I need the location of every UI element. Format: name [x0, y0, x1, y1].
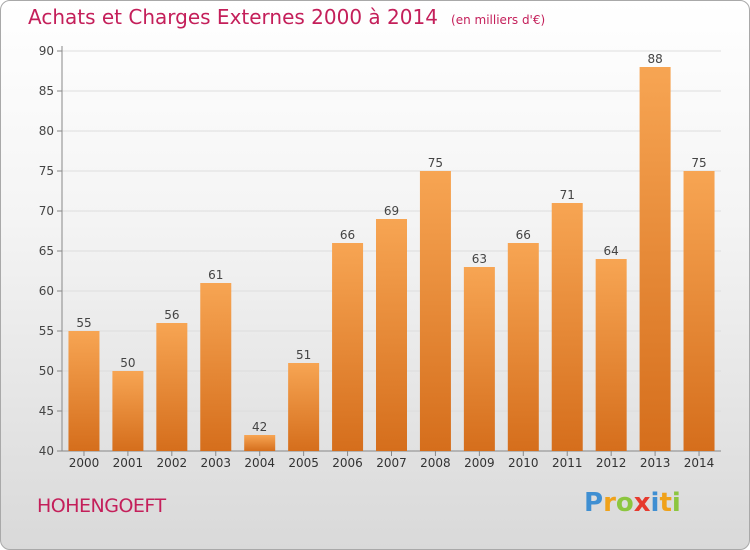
bar-2000 — [68, 331, 100, 451]
data-label: 61 — [208, 268, 223, 282]
logo-letter: r — [603, 488, 616, 518]
logo-letter: t — [659, 488, 672, 518]
y-tick-label: 80 — [39, 124, 54, 138]
chart-title: Achats et Charges Externes 2000 à 2014 — [28, 5, 438, 29]
data-labels: 55 50 56 61 42 51 66 69 75 63 66 71 64 88 75 — [76, 52, 706, 434]
logo-letter: o — [615, 488, 634, 518]
data-label: 42 — [252, 420, 267, 434]
x-tick-label: 2010 — [508, 456, 539, 470]
data-label: 50 — [120, 356, 135, 370]
bar-2013 — [639, 67, 671, 451]
bar-2014 — [683, 171, 715, 451]
y-tick-label: 70 — [39, 204, 54, 218]
data-label: 56 — [164, 308, 179, 322]
data-label: 51 — [296, 348, 311, 362]
logo-letter: P — [584, 488, 604, 518]
x-tick-label: 2006 — [332, 456, 363, 470]
bar-2010 — [507, 243, 539, 451]
data-label: 63 — [472, 252, 487, 266]
y-tick-label: 50 — [39, 364, 54, 378]
data-label: 55 — [76, 316, 91, 330]
data-label: 66 — [340, 228, 355, 242]
x-tick-label: 2005 — [288, 456, 319, 470]
y-tick-label: 85 — [39, 84, 54, 98]
logo-letter: i — [671, 488, 681, 518]
x-tick-label: 2012 — [596, 456, 627, 470]
data-label: 88 — [647, 52, 662, 66]
data-label: 75 — [428, 156, 443, 170]
bar-2011 — [551, 203, 583, 451]
bars — [68, 67, 715, 451]
y-tick-label: 75 — [39, 164, 54, 178]
x-tick-label: 2000 — [69, 456, 100, 470]
data-label: 75 — [691, 156, 706, 170]
x-tick-label: 2001 — [113, 456, 144, 470]
y-tick-label: 45 — [39, 404, 54, 418]
y-tick-label: 55 — [39, 324, 54, 338]
bar-2004 — [244, 435, 276, 451]
bar-2003 — [200, 283, 232, 451]
x-tick-label: 2014 — [684, 456, 715, 470]
bar-2012 — [595, 259, 627, 451]
bar-2009 — [463, 267, 495, 451]
x-tick-label: 2002 — [157, 456, 188, 470]
data-label: 66 — [516, 228, 531, 242]
bar-2007 — [376, 219, 407, 451]
chart-header: Achats et Charges Externes 2000 à 2014 (… — [28, 5, 545, 29]
chart-unit: (en milliers d'€) — [451, 13, 546, 27]
bar-2002 — [156, 323, 188, 451]
y-tick-label: 65 — [39, 244, 54, 258]
x-tick-label: 2008 — [420, 456, 451, 470]
bar-2001 — [112, 371, 144, 451]
x-tick-label: 2013 — [640, 456, 671, 470]
y-tick-label: 60 — [39, 284, 54, 298]
y-tick-label: 40 — [39, 444, 54, 458]
data-label: 71 — [560, 188, 575, 202]
bar-2005 — [288, 363, 320, 451]
town-name: HOHENGOEFT — [37, 495, 166, 517]
data-label: 64 — [604, 244, 619, 258]
logo-letter: x — [633, 488, 651, 518]
x-tick-label: 2011 — [552, 456, 583, 470]
x-tick-label: 2009 — [464, 456, 495, 470]
bar-2008 — [419, 171, 451, 451]
x-tick-label: 2004 — [244, 456, 275, 470]
y-tick-label: 90 — [39, 44, 54, 58]
proxiti-logo: Proxiti — [584, 488, 681, 518]
data-label: 69 — [384, 204, 399, 218]
bar-2006 — [332, 243, 364, 451]
x-tick-label: 2003 — [200, 456, 231, 470]
logo-letter: i — [650, 488, 660, 518]
x-tick-label: 2007 — [376, 456, 407, 470]
